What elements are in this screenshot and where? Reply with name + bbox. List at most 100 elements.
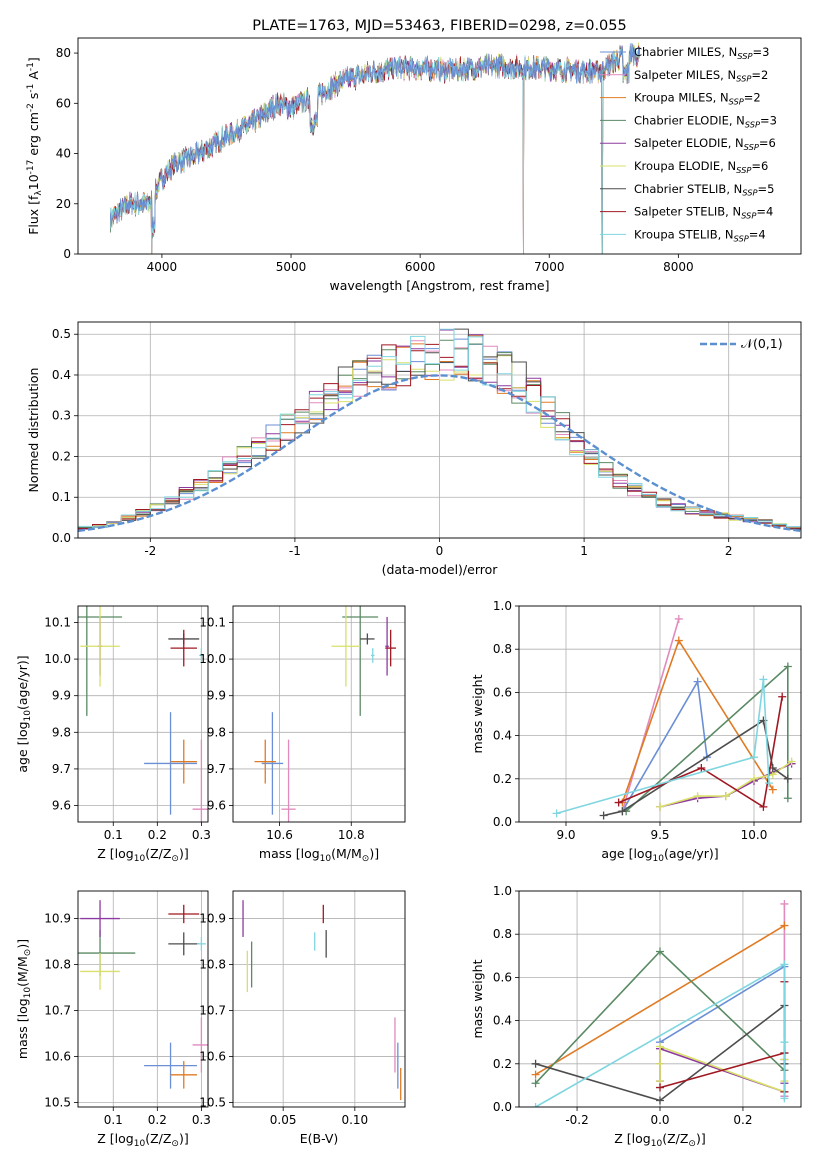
label-part: erg cm: [26, 112, 41, 160]
weight-marker: [656, 1042, 664, 1051]
tick-label-x: 1: [580, 544, 588, 558]
weight-marker: [618, 807, 627, 816]
label-part: )]: [179, 846, 189, 861]
errorbar-point-6: [168, 932, 200, 956]
plot-area-mass-vs-z: [78, 900, 208, 1089]
label-part: Chabrier STELIB, N: [634, 182, 742, 196]
y-axis-label: Flux [fλ​10-17​ erg cm-2​ s-1​ A-1​]: [26, 57, 44, 235]
weight-series-0: [659, 965, 786, 1097]
label-part: 10: [23, 710, 33, 722]
tick-label-x: 0.0: [650, 1113, 669, 1127]
weight-marker: [783, 774, 792, 783]
weight-marker: [780, 960, 789, 969]
errorbar-point-6: [360, 633, 375, 645]
weight-series-7: [618, 696, 783, 809]
errorbar-point-8: [370, 648, 375, 663]
tick-label-y: 9.7: [207, 762, 226, 776]
tick-label-y: 10.1: [199, 615, 226, 629]
label-part: (Z/Z: [145, 846, 171, 861]
x-axis-label: Z [log10​(Z/Z⊙​)]: [97, 1131, 188, 1149]
errorbar-point-1: [192, 1017, 208, 1073]
tick-label-y: 0.2: [493, 772, 512, 786]
tick-label-x: 9.5: [650, 828, 669, 842]
tick-label-x: 0.2: [148, 1113, 167, 1127]
label-part: =5: [758, 182, 775, 196]
tick-label-y: 10.8: [199, 958, 226, 972]
label-part: Z [log: [97, 1131, 133, 1146]
axes-frame: [518, 605, 802, 823]
legend: Chabrier MILES, NSSP​=3 Salpeter MILES, N…: [600, 45, 777, 243]
label-part: (age/yr)]: [664, 846, 719, 861]
errorbar-point-0: [144, 712, 197, 815]
tick-label-y: 9.7: [52, 762, 71, 776]
tick-label-x: 10.0: [741, 828, 768, 842]
tick-label-y: 10.0: [44, 652, 71, 666]
label-part: Kroupa ELODIE, N: [634, 159, 736, 173]
label-part: SSP: [745, 119, 760, 129]
tick-label-x: 5000: [276, 260, 307, 274]
weight-marker: [780, 921, 789, 930]
legend-entry-5: Kroupa ELODIE, NSSP​=6: [634, 159, 768, 175]
plot-area-residuals: [78, 328, 801, 538]
weight-marker: [765, 779, 774, 788]
histogram-series-8: [78, 328, 801, 538]
x-axis-label: (data-model)/error: [382, 562, 499, 577]
tick-label-x: 0.3: [192, 1113, 211, 1127]
label-part: ⊙: [688, 1139, 696, 1149]
axes-frame: [232, 890, 406, 1108]
label-part: =2: [751, 68, 768, 82]
axes-residuals: -2 -1 0 1 2 0.0 0.1 0.2 0.3 0.4 0.5 𝒩(0,1) (data-mod…: [26, 321, 802, 577]
tick-label-y: 10.6: [44, 1049, 71, 1063]
tick-label-y: 10.0: [199, 652, 226, 666]
weight-series-1: [621, 618, 680, 812]
tick-label-y: 0.1: [52, 490, 71, 504]
tick-label-x: 10.8: [338, 828, 365, 842]
label-part: mass weight: [470, 959, 485, 1038]
label-part: -1: [26, 62, 36, 71]
weight-series-2: [535, 924, 785, 1076]
tick-label-y: 9.6: [207, 799, 226, 813]
label-part: =6: [751, 159, 768, 173]
axes-frame: [518, 890, 802, 1108]
tick-label-y: 10.9: [199, 912, 226, 926]
errorbar-point-5: [80, 606, 120, 687]
label-part: SSP: [736, 74, 751, 84]
tick-label-x: 4000: [147, 260, 178, 274]
weight-marker: [750, 774, 758, 783]
x-axis-label: mass [log10​(M/M⊙​)]: [259, 846, 379, 864]
legend-entry-0: Chabrier MILES, NSSP​=3: [634, 45, 769, 61]
y-axis-label: mass weight: [470, 959, 485, 1038]
weight-marker: [721, 792, 730, 801]
tick-label-y: 10.7: [44, 1003, 71, 1017]
label-part: =4: [756, 205, 773, 219]
plot-area-spectrum: [109, 42, 640, 254]
axes-frame: [77, 605, 209, 823]
weight-marker: [778, 692, 787, 701]
tick-label-y: 0: [63, 247, 71, 261]
label-part: s: [26, 93, 41, 104]
weight-marker: [656, 1083, 664, 1092]
tick-label-x: 0.05: [270, 1113, 297, 1127]
tick-label-y: 9.9: [52, 689, 71, 703]
label-part: =2: [744, 91, 761, 105]
tick-label-y: 0.2: [52, 449, 71, 463]
tick-label-y: 10.1: [44, 615, 71, 629]
label-part: λ: [34, 190, 44, 196]
errorbar-point-0: [144, 1042, 197, 1089]
weight-marker: [656, 802, 664, 811]
weight-marker: [531, 1070, 540, 1079]
tick-label-y: 40: [56, 147, 71, 161]
label-part: SSP: [742, 188, 757, 198]
errorbar-point-2: [170, 1061, 197, 1089]
weight-marker: [656, 1096, 664, 1105]
weight-marker: [552, 809, 561, 818]
y-axis-label: mass [log10​(M/M⊙​)]: [15, 939, 33, 1059]
legend-entry-7: Salpeter STELIB, NSSP​=4: [634, 205, 773, 221]
errorbar-point-4: [80, 900, 120, 937]
legend-entry-2: Kroupa MILES, NSSP​=2: [634, 91, 761, 107]
axes-age-vs-z: 0.1 0.2 0.3 9.6 9.7 9.8 9.9 10.0 10.1 Z [log10​(Z…: [15, 605, 211, 864]
spectrum-series-0: [109, 42, 640, 231]
plot-area-age-vs-mass: [254, 606, 397, 822]
tick-label-y: 0.5: [52, 327, 71, 341]
label-part: (M/M: [331, 846, 362, 861]
